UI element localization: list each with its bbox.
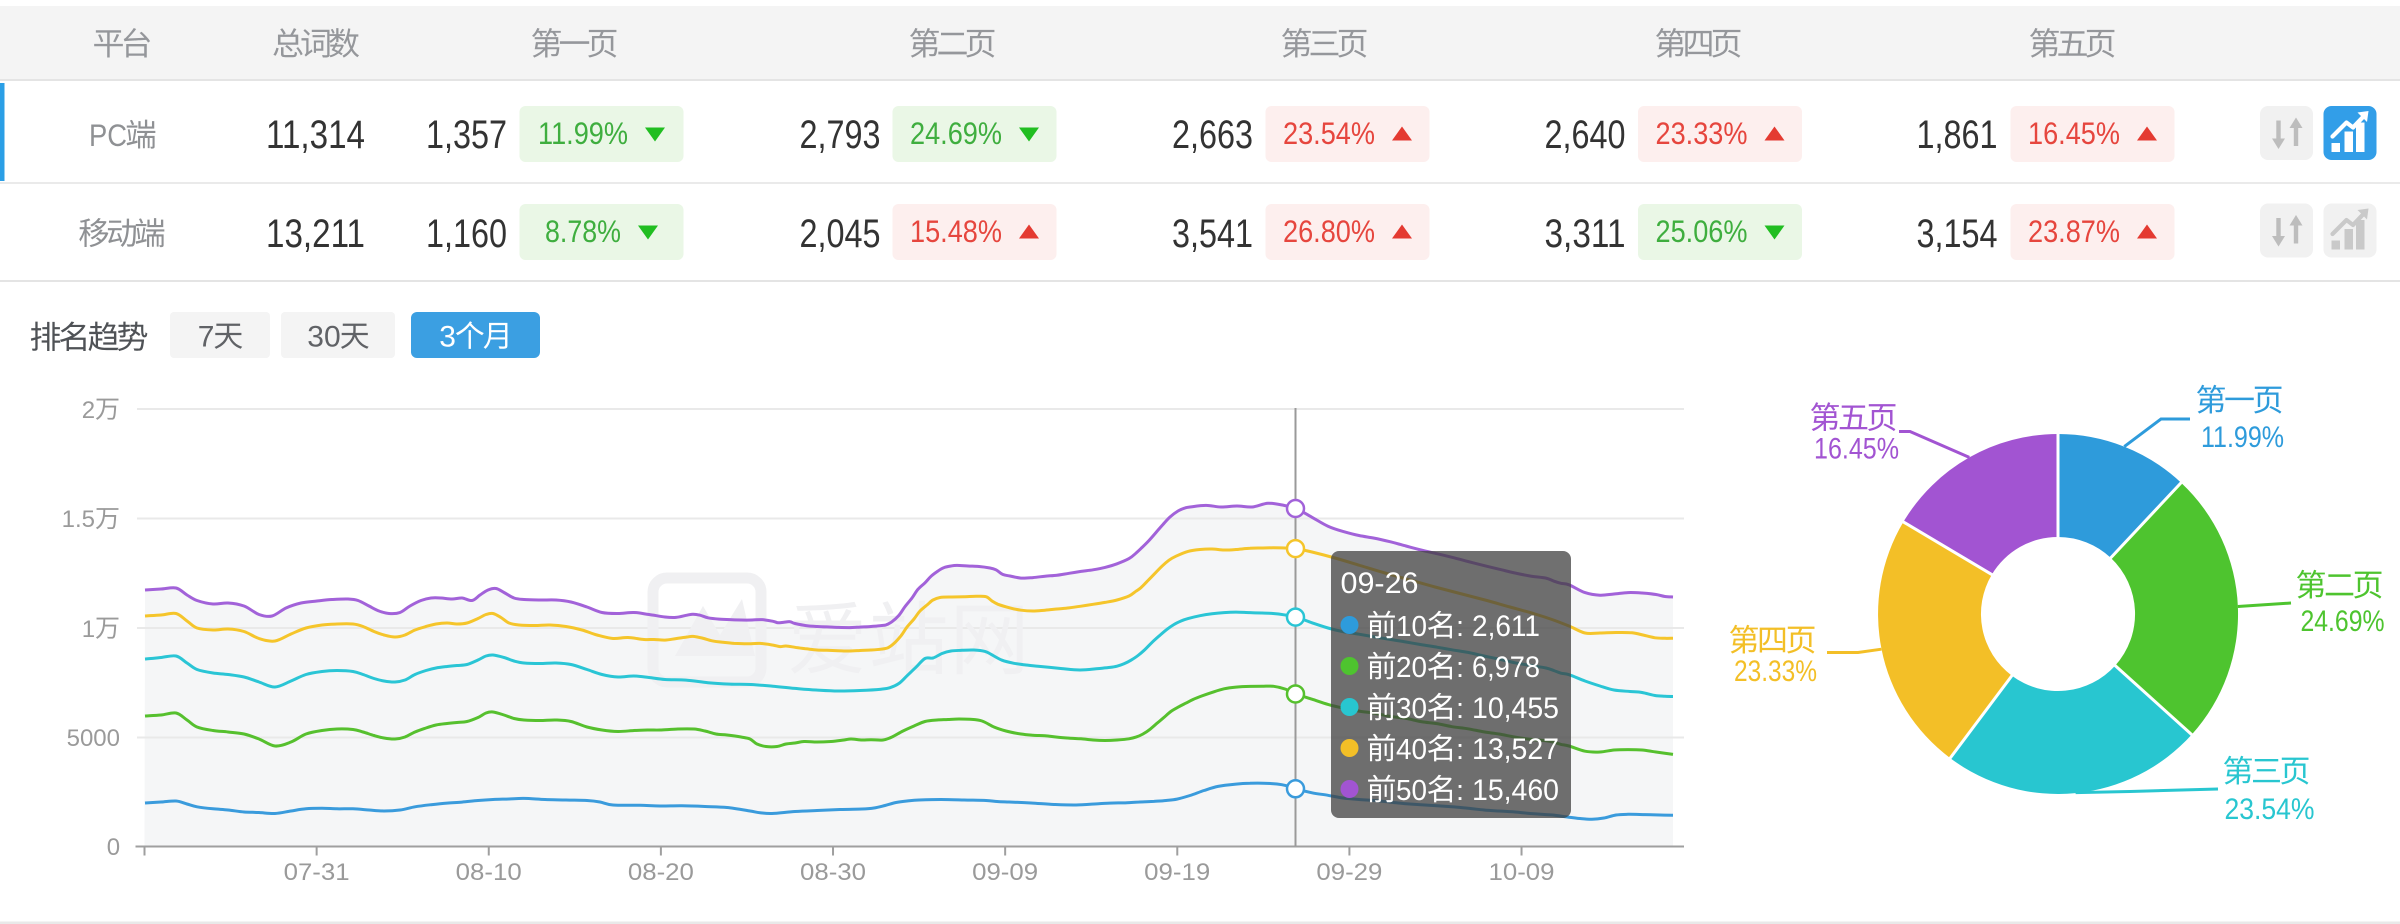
- svg-text:PC: PC: [89, 117, 127, 153]
- svg-text:24.69%: 24.69%: [910, 115, 1002, 151]
- svg-text:09-26: 09-26: [1341, 567, 1419, 600]
- svg-text:26.80%: 26.80%: [1283, 213, 1375, 249]
- svg-text:07-31: 07-31: [284, 859, 350, 886]
- svg-text:23.33%: 23.33%: [1734, 655, 1817, 688]
- svg-text:3,311: 3,311: [1545, 212, 1626, 256]
- svg-text:5000: 5000: [67, 725, 120, 752]
- svg-text:2,793: 2,793: [800, 113, 881, 157]
- svg-text:6,978: 6,978: [1472, 651, 1540, 684]
- svg-text:7: 7: [198, 321, 215, 354]
- svg-text:09-29: 09-29: [1316, 859, 1382, 886]
- svg-text::: :: [1456, 611, 1464, 643]
- svg-text:2,663: 2,663: [1172, 113, 1253, 157]
- svg-text:09-09: 09-09: [972, 859, 1038, 886]
- svg-text:15,460: 15,460: [1472, 774, 1559, 807]
- svg-text:11,314: 11,314: [266, 113, 365, 157]
- svg-text:3: 3: [439, 321, 456, 354]
- svg-text:24.69%: 24.69%: [2301, 605, 2385, 638]
- svg-text:08-20: 08-20: [628, 859, 694, 886]
- svg-text:50: 50: [1396, 775, 1427, 807]
- svg-text:15.48%: 15.48%: [910, 213, 1002, 249]
- svg-text:08-10: 08-10: [456, 859, 522, 886]
- svg-text::: :: [1456, 775, 1464, 807]
- svg-text:2,611: 2,611: [1472, 610, 1540, 643]
- svg-text:1,160: 1,160: [426, 212, 507, 256]
- svg-text:1,861: 1,861: [1917, 113, 1998, 157]
- svg-text:2,640: 2,640: [1545, 113, 1626, 157]
- svg-text:11.99%: 11.99%: [2201, 421, 2284, 454]
- svg-text:30: 30: [1396, 693, 1427, 725]
- svg-text:23.54%: 23.54%: [1283, 115, 1375, 151]
- svg-text:30: 30: [307, 321, 340, 354]
- svg-text:0: 0: [107, 834, 120, 861]
- svg-text:1,357: 1,357: [426, 113, 507, 157]
- svg-text:2,045: 2,045: [800, 212, 881, 256]
- svg-text:13,527: 13,527: [1472, 733, 1559, 766]
- svg-text:8.78%: 8.78%: [545, 213, 621, 249]
- svg-text:10-09: 10-09: [1489, 859, 1555, 886]
- svg-text:3,541: 3,541: [1172, 212, 1253, 256]
- svg-text:11.99%: 11.99%: [538, 115, 628, 151]
- svg-text:1: 1: [82, 616, 95, 643]
- svg-text:13,211: 13,211: [266, 212, 365, 256]
- svg-text:3,154: 3,154: [1917, 212, 1998, 256]
- svg-text:23.33%: 23.33%: [1656, 115, 1748, 151]
- svg-text:09-19: 09-19: [1144, 859, 1210, 886]
- svg-text:10: 10: [1396, 611, 1427, 643]
- svg-text:23.87%: 23.87%: [2028, 213, 2120, 249]
- svg-text:1.5: 1.5: [62, 506, 95, 533]
- svg-text:25.06%: 25.06%: [1656, 213, 1748, 249]
- svg-text:16.45%: 16.45%: [2028, 115, 2120, 151]
- svg-text:2: 2: [82, 397, 95, 424]
- svg-text:08-30: 08-30: [800, 859, 866, 886]
- svg-text:23.54%: 23.54%: [2225, 793, 2315, 826]
- svg-text::: :: [1456, 693, 1464, 725]
- svg-text::: :: [1456, 652, 1464, 684]
- svg-text:20: 20: [1396, 652, 1427, 684]
- svg-text:10,455: 10,455: [1472, 692, 1559, 725]
- svg-text:16.45%: 16.45%: [1814, 433, 1899, 466]
- svg-text:40: 40: [1396, 734, 1427, 766]
- svg-text::: :: [1456, 734, 1464, 766]
